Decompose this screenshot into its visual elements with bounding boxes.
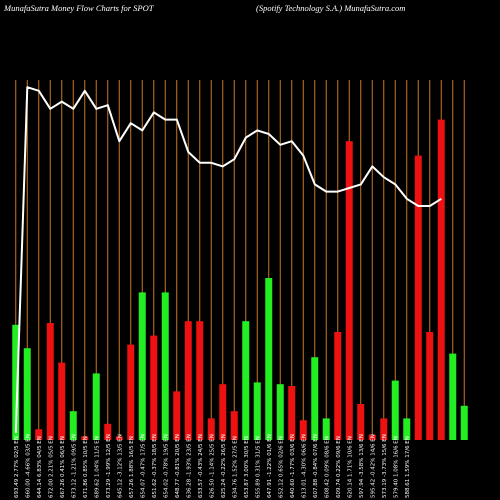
x-tick-label: 689.62 1.04% 11/5 EN: [94, 436, 100, 498]
x-tick-label: 647.91 -1.22% 01/6 EN: [267, 434, 273, 498]
money-flow-bar: [23, 348, 31, 440]
money-flow-bar: [69, 411, 77, 440]
x-tick-label: 633.57 -0.43% 24/5 EN: [198, 434, 204, 498]
x-tick-label: 660.00 -4.66% 03/5 EN: [25, 434, 31, 498]
money-flow-bar: [219, 384, 227, 440]
money-flow-bar: [150, 335, 158, 440]
money-flow-bars: [12, 119, 468, 440]
x-tick-label: 652.12 0.65% 02/6 EN: [278, 436, 284, 498]
money-flow-bar: [357, 404, 365, 440]
x-tick-label: 654.07 -0.47% 17/5 EN: [140, 434, 146, 498]
x-tick-label: 673.29 -1.99% 12/5 EN: [106, 434, 112, 498]
x-tick-label: 579.40 1.08% 16/6 EN: [393, 436, 399, 498]
x-tick-label: 672.00 2.21% 05/5 EN: [48, 436, 54, 498]
x-tick-label: 645.12 -3.12% 13/5 EN: [117, 434, 123, 498]
money-flow-bar: [35, 429, 43, 440]
money-flow-bar: [288, 386, 296, 440]
money-flow-bar: [414, 155, 422, 440]
x-tick-label: 654.02 -0.78% 19/5 EN: [163, 434, 169, 498]
x-tick-label: 626.50 -1.14% 25/5 EN: [209, 434, 215, 498]
price-line-layer: [14, 86, 442, 433]
x-tick-label: 671.86 0.85% 10/5 EN: [83, 436, 89, 498]
money-flow-bar: [276, 384, 284, 440]
money-flow-bar: [161, 292, 169, 440]
x-tick-label: 648.77 -0.81% 20/5 EN: [175, 434, 181, 498]
money-flow-bar: [127, 344, 135, 440]
x-tick-label: 620.14 1.71% 10/6 EN: [347, 436, 353, 498]
money-flow-bar: [92, 373, 100, 440]
money-flow-bar: [46, 323, 54, 440]
chart-title-right: (Spotify Technology S.A.) MunafaSutra.co…: [256, 3, 406, 13]
money-flow-bar: [426, 332, 434, 440]
x-tick-label: 655.89 0.31% 31/5 EN: [255, 436, 261, 498]
x-tick-label: 625.24 -0.22% 26/5 EN: [221, 434, 227, 498]
x-tick-label: 651.62 -0.37% 18/5 EN: [152, 434, 158, 498]
money-flow-bar: [253, 382, 261, 440]
money-flow-bar: [104, 423, 112, 440]
money-flow-bar: [460, 405, 468, 440]
money-flow-bar: [265, 278, 273, 440]
money-flow-bar: [380, 418, 388, 440]
x-tick-label: 634.76 1.52% 27/5 EN: [232, 436, 238, 498]
money-flow-bar: [449, 353, 457, 440]
money-flow-bar: [81, 436, 89, 440]
money-flow-bar: [207, 418, 215, 440]
money-flow-bar: [184, 321, 192, 440]
x-tick-labels: 693.49 2.77% 02/5 EN 660.00 -4.66% 03/5 E…: [14, 434, 411, 498]
money-flow-bar: [58, 362, 66, 440]
money-flow-bar: [173, 391, 181, 440]
money-flow-bar: [196, 321, 204, 440]
money-flow-bar: [242, 321, 250, 440]
x-tick-label: 613.01 -4.30% 06/6 EN: [301, 434, 307, 498]
money-flow-bar: [230, 411, 238, 440]
money-flow-bar: [334, 332, 342, 440]
money-flow-bar: [391, 380, 399, 440]
money-flow-bar: [115, 436, 123, 440]
money-flow-bar: [437, 119, 445, 440]
x-tick-label: 607.88 -0.84% 07/6 EN: [313, 434, 319, 498]
x-tick-label: 673.12 -1.21% 09/5 EN: [71, 434, 77, 498]
price-line: [14, 86, 442, 433]
money-flow-bar: [138, 292, 146, 440]
x-tick-label: 597.94 -3.58% 13/6 EN: [359, 434, 365, 498]
money-flow-bar: [322, 418, 330, 440]
x-tick-label: 667.26 0.41% 06/5 EN: [60, 436, 66, 498]
money-flow-bar: [311, 357, 319, 440]
x-tick-label: 644.14 6.83% 04/5 EN: [37, 436, 43, 498]
x-tick-label: 608.42 0.09% 08/6 EN: [324, 436, 330, 498]
money-flow-bar: [299, 420, 307, 440]
x-tick-label: 693.49 2.77% 02/5 EN: [14, 436, 20, 498]
money-flow-bar: [345, 141, 353, 440]
x-tick-label: 657.26 1.88% 16/5 EN: [129, 436, 135, 498]
x-tick-label: 595.42 -0.42% 14/6 EN: [370, 434, 376, 498]
x-tick-label: 573.19 -3.73% 15/6 EN: [382, 434, 388, 498]
x-tick-label: 636.28 -1.93% 23/5 EN: [186, 434, 192, 498]
money-flow-bar: [12, 324, 20, 440]
x-tick-label: 653.87 3.00% 30/5 EN: [244, 436, 250, 498]
x-tick-label: 588.61 1.59% 17/6 EN: [405, 436, 411, 498]
chart-title-left: MunafaSutra Money Flow Charts for SPOT: [4, 3, 154, 13]
x-tick-label: 609.74 0.22% 09/6 EN: [336, 436, 342, 498]
money-flow-bar: [403, 418, 411, 440]
money-flow-bar: [368, 434, 376, 440]
x-tick-label: 640.60 -1.77% 03/6 EN: [290, 434, 296, 498]
